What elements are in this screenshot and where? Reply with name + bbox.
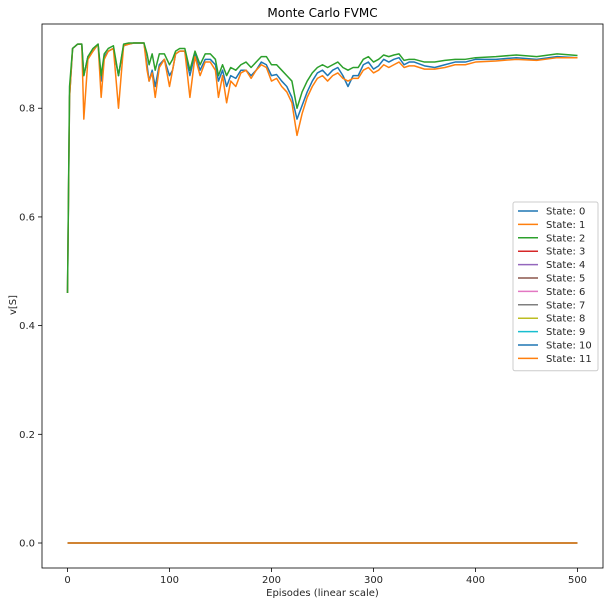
x-axis-ticks: 0 100 200 300 400 500 [64, 568, 587, 586]
legend-entry: State: 3 [546, 247, 585, 258]
legend-entry: State: 10 [546, 341, 592, 352]
y-tick-label: 0.4 [19, 321, 35, 332]
legend-entry: State: 5 [546, 274, 585, 285]
legend-box [512, 201, 599, 372]
y-axis-ticks: 0.0 0.2 0.4 0.6 0.8 [19, 104, 42, 550]
legend-entry: State: 4 [546, 260, 585, 271]
x-tick-label: 200 [262, 575, 281, 586]
plot-frame [41, 23, 604, 569]
y-tick-label: 0.8 [19, 104, 35, 115]
x-tick-label: 500 [568, 575, 587, 586]
y-tick-label: 0.0 [19, 539, 35, 550]
y-axis-label: v[S] [8, 295, 19, 315]
x-tick-label: 0 [64, 575, 70, 586]
legend-entry: State: 1 [546, 220, 585, 231]
legend-entry: State: 0 [546, 207, 585, 218]
legend-entry: State: 2 [546, 233, 585, 244]
plot-area [66, 42, 578, 544]
series-lines [66, 42, 578, 544]
legend-entry: State: 7 [546, 300, 585, 311]
legend: State: 0 State: 1 State: 2 State: 3 State: 4… [512, 201, 599, 372]
series-line-state-1 [66, 42, 578, 294]
chart-title: Monte Carlo FVMC [267, 6, 377, 20]
legend-entry: State: 11 [546, 354, 592, 365]
legend-entry: State: 9 [546, 327, 585, 338]
x-tick-label: 100 [160, 575, 179, 586]
legend-entry: State: 6 [546, 287, 585, 298]
x-axis-label: Episodes (linear scale) [266, 588, 379, 599]
y-tick-label: 0.2 [19, 430, 35, 441]
x-tick-label: 400 [466, 575, 485, 586]
x-tick-label: 300 [364, 575, 383, 586]
y-tick-label: 0.6 [19, 212, 35, 223]
series-line-state-2 [66, 42, 578, 294]
legend-entry: State: 8 [546, 314, 585, 325]
